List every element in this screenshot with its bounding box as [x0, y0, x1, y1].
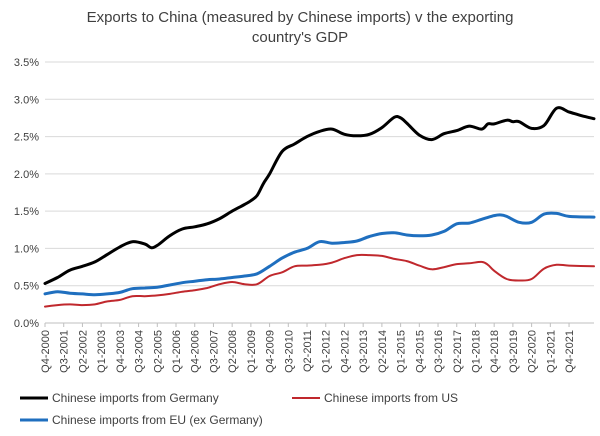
chart-title-line-1: Exports to China (measured by Chinese im…	[86, 9, 514, 26]
x-tick-label: Q2-2011	[302, 330, 314, 372]
x-tick-label: Q3-2010	[283, 330, 295, 373]
x-tick-label: Q4-2012	[339, 330, 351, 373]
x-tick-label: Q2-2002	[77, 330, 89, 373]
chart-title: Exports to China (measured by Chinese im…	[0, 8, 600, 48]
y-tick-label: 0.5%	[14, 281, 39, 293]
x-tick-label: Q1-2015	[396, 330, 408, 373]
legend-label: Chinese imports from EU (ex Germany)	[52, 413, 263, 427]
x-tick-label: Q3-2019	[508, 330, 520, 373]
x-tick-label: Q4-2015	[414, 330, 426, 373]
x-tick-label: Q3-2001	[59, 330, 71, 373]
x-tick-label: Q4-2003	[115, 330, 127, 373]
chart-title-line-2: country's GDP	[251, 29, 349, 46]
x-tick-label: Q4-2009	[265, 330, 277, 373]
legend-item-eu-ex-germany: Chinese imports from EU (ex Germany)	[20, 413, 263, 427]
x-tick-label: Q1-2003	[96, 330, 108, 373]
legend-item-germany: Chinese imports from Germany	[20, 391, 219, 405]
x-tick-label: Q3-2007	[208, 330, 220, 373]
series-line-germany	[43, 106, 596, 285]
x-tick-label: Q4-2018	[489, 330, 501, 373]
x-tick-label: Q2-2008	[227, 330, 239, 373]
legend-label: Chinese imports from US	[324, 391, 458, 405]
x-tick-label: Q1-2009	[246, 330, 258, 373]
x-tick-label: Q3-2013	[358, 330, 370, 373]
x-tick-label: Q4-2021	[564, 330, 576, 373]
x-tick-label: Q1-2021	[545, 330, 557, 373]
y-tick-label: 1.0%	[14, 243, 39, 255]
series-line-us	[44, 253, 595, 308]
x-tick-label: Q1-2018	[470, 330, 482, 373]
y-tick-label: 2.5%	[14, 132, 39, 144]
y-tick-label: 3.5%	[14, 57, 39, 69]
legend-item-us: Chinese imports from US	[292, 391, 458, 405]
legend-label: Chinese imports from Germany	[52, 391, 219, 405]
x-tick-label: Q4-2000	[40, 330, 52, 373]
x-tick-label: Q2-2014	[377, 330, 389, 373]
x-tick-label: Q3-2016	[433, 330, 445, 373]
series-line-eu-ex-germany	[43, 211, 596, 297]
y-tick-label: 1.5%	[14, 206, 39, 218]
x-tick-label: Q2-2017	[452, 330, 464, 373]
x-tick-label: Q1-2012	[321, 330, 333, 373]
x-tick-label: Q2-2020	[527, 330, 539, 373]
x-tick-label: Q4-2006	[190, 330, 202, 373]
x-tick-label: Q2-2005	[152, 330, 164, 373]
x-tick-label: Q1-2006	[171, 330, 183, 373]
y-tick-label: 0.0%	[14, 318, 39, 330]
y-tick-label: 3.0%	[14, 94, 39, 106]
y-tick-label: 2.0%	[14, 169, 39, 181]
x-tick-label: Q3-2004	[134, 330, 146, 373]
